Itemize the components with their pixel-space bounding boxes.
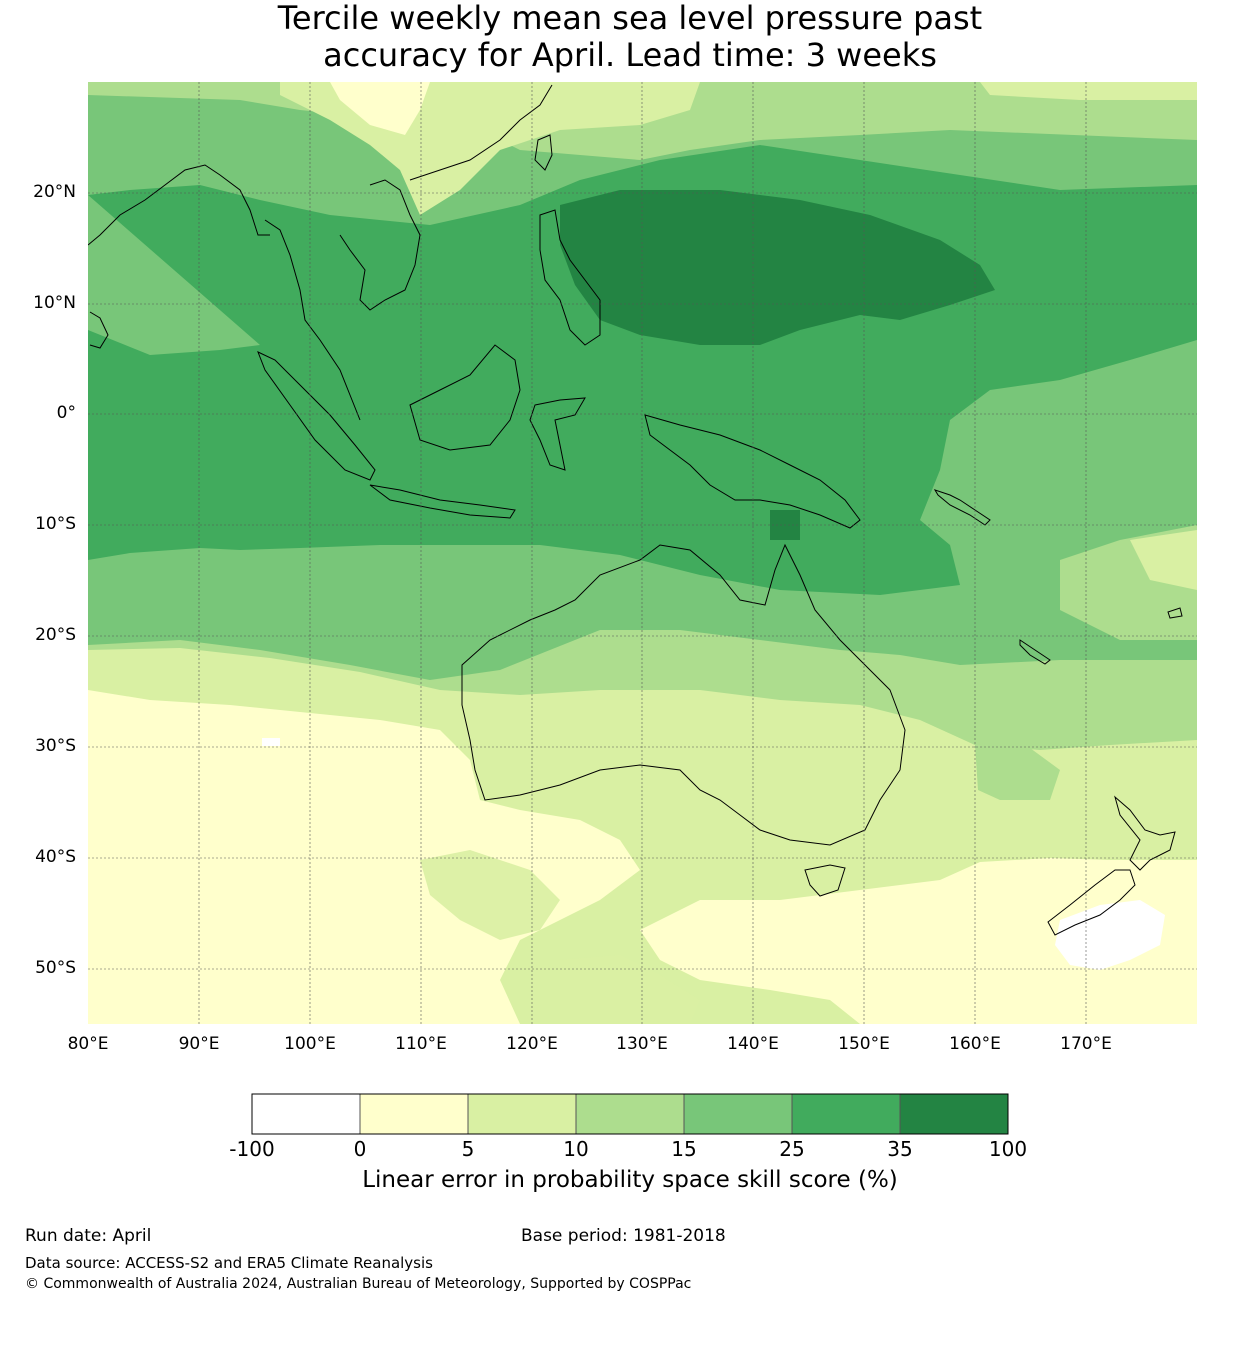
lat-label-0: 0° xyxy=(56,403,76,423)
lon-label-100e: 100°E xyxy=(284,1034,336,1054)
coastlines xyxy=(88,84,1183,936)
lon-label-150e: 150°E xyxy=(838,1034,890,1054)
field-south-pale-2 xyxy=(640,858,1197,1024)
lon-label-140e: 140°E xyxy=(727,1034,779,1054)
coast-borneo xyxy=(409,344,521,451)
coast-philippines xyxy=(539,209,601,346)
colorbar-tick-0: -100 xyxy=(229,1137,275,1161)
lon-label-120e: 120°E xyxy=(506,1034,558,1054)
field-negative-nz xyxy=(1055,900,1165,970)
colorbar-swatch-3 xyxy=(576,1094,684,1134)
lon-label-170e: 170°E xyxy=(1060,1034,1112,1054)
data-source: Data source: ACCESS-S2 and ERA5 Climate … xyxy=(25,1254,433,1272)
lat-label-30s: 30°S xyxy=(35,736,76,756)
lat-label-40s: 40°S xyxy=(35,847,76,867)
colorbar-tick-1: 0 xyxy=(353,1137,367,1161)
coast-sulawesi xyxy=(529,397,586,471)
lat-label-20s: 20°S xyxy=(35,625,76,645)
coast-tasmania xyxy=(804,864,846,897)
coast-india xyxy=(88,164,270,246)
coast-china xyxy=(409,84,553,181)
field-east-pale xyxy=(1130,530,1197,590)
field-south-light-patch-2 xyxy=(560,955,700,1024)
lat-label-20n: 20°N xyxy=(33,182,76,202)
run-date: Run date: April xyxy=(25,1226,152,1246)
colorbar-swatch-6 xyxy=(900,1094,1008,1134)
lon-label-130e: 130°E xyxy=(616,1034,668,1054)
colorbar-tick-2: 5 xyxy=(461,1137,475,1161)
field-core-high xyxy=(560,190,995,345)
coast-new-caledonia xyxy=(1019,639,1051,665)
colorbar-swatch-4 xyxy=(684,1094,792,1134)
lon-label-90e: 90°E xyxy=(178,1034,220,1054)
base-period: Base period: 1981-2018 xyxy=(521,1226,726,1246)
field-negative-small xyxy=(262,738,280,746)
coast-new-zealand-south xyxy=(1047,869,1136,936)
field-se-mid xyxy=(975,745,1060,800)
title-line-2: accuracy for April. Lead time: 3 weeks xyxy=(323,36,937,74)
colorbar-tick-7: 100 xyxy=(988,1137,1028,1161)
coast-solomon xyxy=(933,489,991,526)
coast-fiji xyxy=(1167,607,1183,619)
coast-taiwan xyxy=(534,134,553,171)
field-ne-light xyxy=(980,82,1197,100)
coast-bay-east xyxy=(264,219,361,421)
lon-label-80e: 80°E xyxy=(67,1034,109,1054)
field-south-pale xyxy=(88,690,640,1024)
coast-java xyxy=(369,484,516,519)
coast-new-guinea xyxy=(644,414,861,529)
lat-label-50s: 50°S xyxy=(35,958,76,978)
colorbar-tick-6: 35 xyxy=(887,1137,913,1161)
coast-sumatra xyxy=(257,351,376,481)
coast-sri-lanka xyxy=(89,311,109,349)
field-north-palest xyxy=(330,82,430,135)
colorbar-tick-5: 25 xyxy=(779,1137,805,1161)
chart-title: Tercile weekly mean sea level pressure p… xyxy=(0,0,1260,74)
coast-new-zealand-north xyxy=(1114,795,1176,871)
graticule xyxy=(88,82,1197,1024)
skill-score-field xyxy=(88,82,1197,1024)
lon-label-110e: 110°E xyxy=(395,1034,447,1054)
field-south-light-patch xyxy=(420,850,560,940)
title-line-1: Tercile weekly mean sea level pressure p… xyxy=(277,0,983,37)
coast-indochina xyxy=(339,179,421,311)
colorbar-tick-3: 10 xyxy=(563,1137,589,1161)
colorbar-swatch-0 xyxy=(252,1094,360,1134)
colorbar-swatch-5 xyxy=(792,1094,900,1134)
coast-australia xyxy=(461,543,906,846)
colorbar-swatch-1 xyxy=(360,1094,468,1134)
colorbar-tick-4: 15 xyxy=(671,1137,697,1161)
lon-label-160e: 160°E xyxy=(949,1034,1001,1054)
colorbar-swatch-2 xyxy=(468,1094,576,1134)
colorbar-title: Linear error in probability space skill … xyxy=(362,1167,898,1193)
lat-label-10n: 10°N xyxy=(33,293,76,313)
colorbar-frame xyxy=(251,1093,1009,1135)
copyright: © Commonwealth of Australia 2024, Austra… xyxy=(25,1276,692,1292)
colorbar xyxy=(251,1093,1009,1135)
lat-label-10s: 10°S xyxy=(35,514,76,534)
